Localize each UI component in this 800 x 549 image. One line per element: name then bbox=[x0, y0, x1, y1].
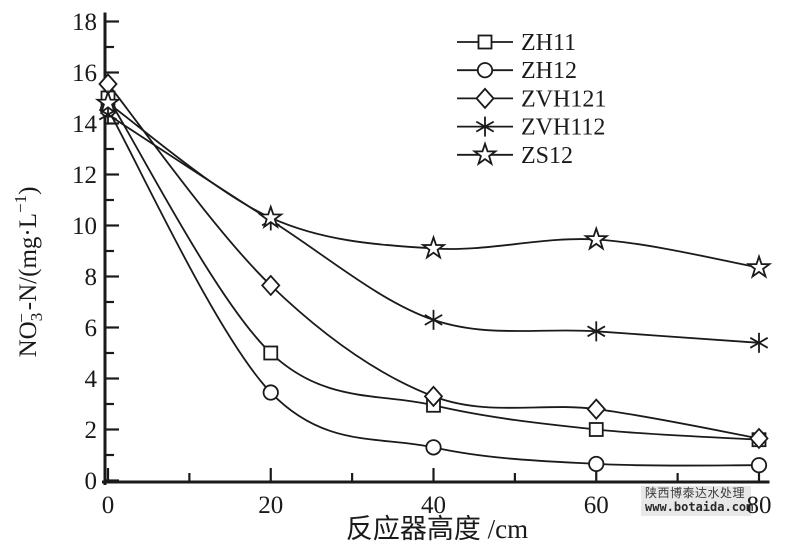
square-marker bbox=[477, 34, 493, 50]
diamond-marker bbox=[749, 427, 769, 450]
diamond-marker bbox=[423, 385, 444, 408]
square-marker bbox=[263, 345, 279, 361]
diamond-marker bbox=[475, 87, 495, 110]
x-tick-label: 80 bbox=[747, 492, 772, 519]
series-line-ZH12 bbox=[107, 109, 760, 467]
asterisk-marker bbox=[749, 332, 769, 353]
legend-label-ZVH112: ZVH112 bbox=[521, 115, 605, 141]
legend-label-ZS12: ZS12 bbox=[521, 143, 573, 169]
legend-item-ZVH121: ZVH121 bbox=[457, 86, 606, 112]
circle-marker bbox=[588, 455, 605, 473]
star-marker bbox=[94, 89, 122, 115]
x-axis-title: 反应器高度 /cm bbox=[346, 514, 528, 544]
y-tick-label: 8 bbox=[85, 264, 98, 291]
y-tick-label: 6 bbox=[85, 315, 98, 342]
x-tick-label: 40 bbox=[421, 492, 446, 519]
y-tick-label: 16 bbox=[72, 60, 97, 87]
y-tick-label: 18 bbox=[72, 9, 97, 36]
series-markers-ZS12 bbox=[94, 89, 773, 279]
y-axis-title: NO3−-N/(mg·L−1) bbox=[11, 187, 46, 358]
watermark-company-text: 陕西博泰达水处理 bbox=[645, 486, 746, 500]
legend-item-ZH12: ZH12 bbox=[457, 58, 577, 84]
y-tick-label: 10 bbox=[72, 213, 97, 240]
tick-labels: 0 20 40 60 80 0 2 4 6 8 10 12 14 16 18 bbox=[72, 9, 772, 519]
legend-item-ZVH112: ZVH112 bbox=[457, 115, 605, 141]
star-marker bbox=[745, 253, 773, 279]
watermark-url-text: www.botaida.com bbox=[645, 499, 754, 514]
diamond-marker bbox=[261, 274, 281, 297]
x-tick-label: 20 bbox=[258, 492, 283, 519]
legend-label-ZVH121: ZVH121 bbox=[521, 86, 606, 112]
legend-label-ZH12: ZH12 bbox=[521, 58, 577, 84]
watermark: 陕西博泰达水处理 www.botaida.com bbox=[641, 486, 754, 516]
circle-marker bbox=[425, 439, 442, 456]
series-line-ZVH112 bbox=[107, 113, 760, 344]
y-tick-label: 0 bbox=[85, 468, 98, 495]
star-marker bbox=[471, 140, 499, 166]
star-marker bbox=[257, 204, 284, 230]
legend-item-ZS12: ZS12 bbox=[457, 140, 573, 169]
series-line-ZVH121 bbox=[107, 83, 760, 440]
x-tick-label: 60 bbox=[584, 492, 609, 519]
asterisk-marker bbox=[475, 116, 495, 137]
y-tick-label: 2 bbox=[85, 417, 98, 444]
y-tick-label: 12 bbox=[72, 162, 97, 189]
legend-item-ZH11: ZH11 bbox=[457, 30, 576, 56]
legend-label-ZH11: ZH11 bbox=[521, 30, 576, 56]
y-tick-label: 14 bbox=[72, 111, 98, 138]
series-line-ZH11 bbox=[107, 97, 760, 441]
diamond-marker bbox=[586, 398, 606, 420]
circle-marker bbox=[476, 62, 494, 79]
x-tick-label: 0 bbox=[102, 492, 115, 519]
asterisk-marker bbox=[424, 309, 443, 330]
star-marker bbox=[420, 234, 447, 260]
asterisk-marker bbox=[587, 321, 606, 342]
circle-marker bbox=[750, 457, 768, 474]
circle-marker bbox=[262, 384, 279, 401]
y-tick-label: 4 bbox=[85, 366, 98, 393]
square-marker bbox=[588, 422, 604, 437]
star-marker bbox=[583, 225, 610, 251]
series-group bbox=[94, 73, 773, 474]
series-markers-ZVH121 bbox=[98, 73, 769, 450]
series-markers-ZVH112 bbox=[98, 104, 769, 353]
